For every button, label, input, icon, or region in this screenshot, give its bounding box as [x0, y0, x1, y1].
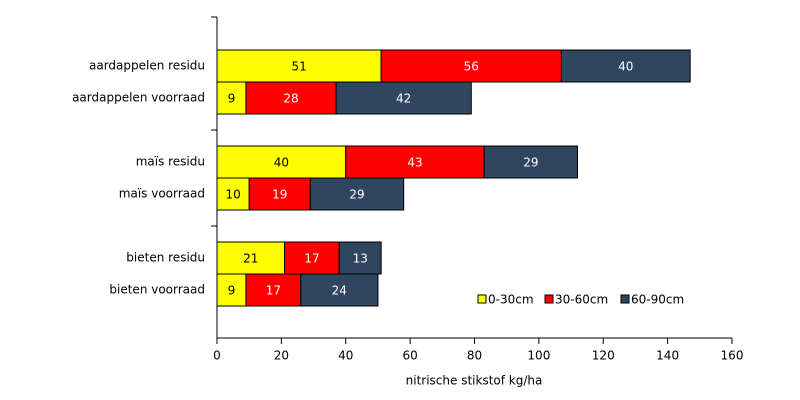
bar-segment — [560, 49, 691, 83]
value-label: 42 — [396, 92, 411, 106]
legend-label: 60-90cm — [631, 293, 684, 307]
bar-segment — [248, 177, 311, 211]
x-tick-label: 120 — [592, 349, 615, 363]
value-label: 40 — [274, 156, 289, 170]
value-label: 56 — [464, 60, 479, 74]
value-label: 13 — [353, 252, 368, 266]
value-label: 51 — [291, 60, 306, 74]
value-label: 29 — [349, 188, 364, 202]
legend-swatch — [544, 294, 554, 304]
bar-segment — [345, 145, 485, 179]
value-label: 10 — [225, 188, 240, 202]
value-label: 19 — [272, 188, 287, 202]
y-tick-label: maïs residu — [136, 155, 205, 169]
x-tick-label: 40 — [338, 349, 353, 363]
y-tick-label: aardappelen residu — [89, 59, 205, 73]
x-tick-label: 20 — [274, 349, 289, 363]
y-tick-label: bieten voorraad — [109, 283, 205, 297]
bar-segment — [335, 81, 472, 115]
value-label: 29 — [523, 156, 538, 170]
x-tick-label: 80 — [467, 349, 482, 363]
legend-swatch — [477, 294, 487, 304]
legend-swatch — [620, 294, 630, 304]
bar-segment — [245, 273, 302, 307]
x-tick-label: 60 — [402, 349, 417, 363]
bar-segment — [216, 273, 247, 307]
x-tick-label: 160 — [721, 349, 744, 363]
bar-segment — [216, 177, 250, 211]
value-label: 40 — [618, 60, 633, 74]
x-axis-label: nitrische stikstof kg/ha — [406, 374, 543, 388]
legend-label: 30-60cm — [555, 293, 608, 307]
value-label: 9 — [228, 92, 236, 106]
y-tick-label: maïs voorraad — [119, 187, 205, 201]
bar-segment — [216, 145, 347, 179]
value-label: 9 — [228, 284, 236, 298]
value-label: 17 — [266, 284, 281, 298]
bar-segment — [483, 145, 578, 179]
value-label: 28 — [283, 92, 298, 106]
x-tick-label: 140 — [656, 349, 679, 363]
bar-segment — [300, 273, 379, 307]
y-tick-label: bieten residu — [126, 251, 205, 265]
x-tick-label: 0 — [213, 349, 221, 363]
value-label: 21 — [243, 252, 258, 266]
legend-label: 0-30cm — [488, 293, 534, 307]
value-label: 24 — [332, 284, 347, 298]
bar-segment — [309, 177, 405, 211]
value-label: 17 — [304, 252, 319, 266]
y-tick-label: aardappelen voorraad — [72, 91, 205, 105]
x-tick-label: 100 — [527, 349, 550, 363]
value-label: 43 — [407, 156, 422, 170]
bar-segment — [338, 241, 382, 275]
